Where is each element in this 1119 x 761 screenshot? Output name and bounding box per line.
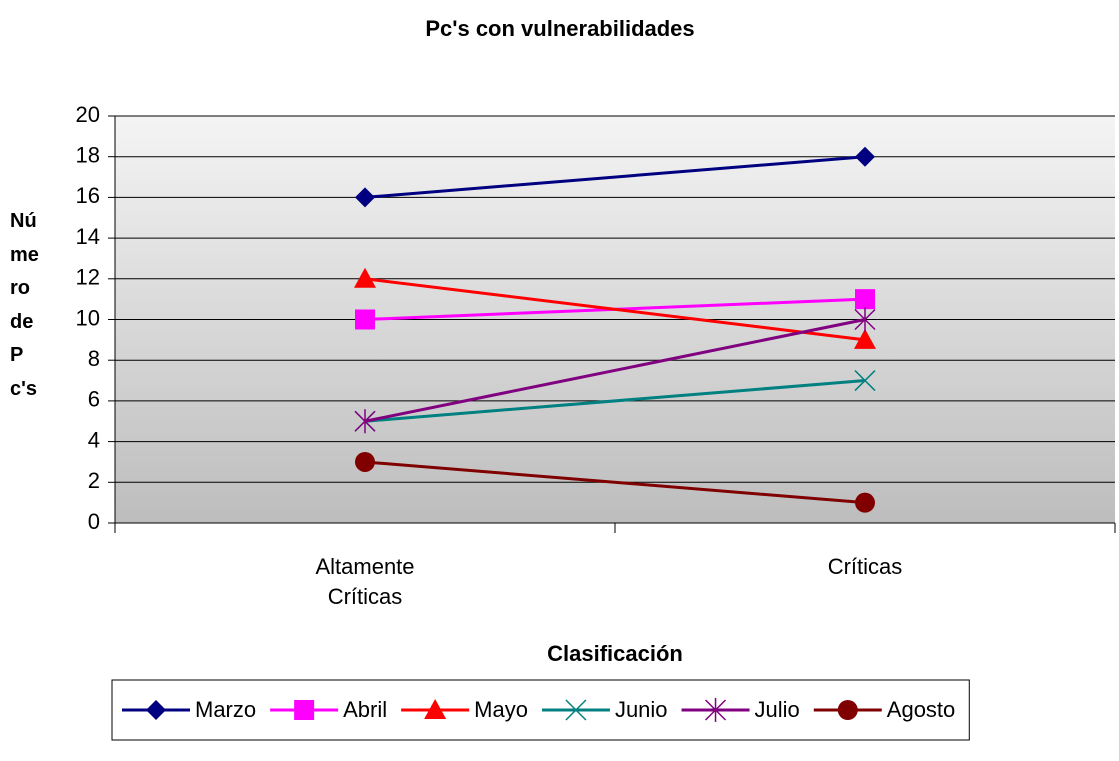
marker <box>705 698 727 722</box>
y-tick-label: 18 <box>76 143 100 168</box>
y-axis-title: Número de Pc's <box>10 210 39 400</box>
y-tick-label: 16 <box>76 183 100 208</box>
marker <box>854 307 876 332</box>
legend-label: Marzo <box>195 697 256 722</box>
legend-label: Agosto <box>887 697 956 722</box>
marker <box>355 451 375 472</box>
marker <box>855 289 875 310</box>
y-tick-label: 8 <box>88 346 100 371</box>
y-tick-label: 6 <box>88 387 100 412</box>
marker <box>354 267 376 288</box>
chart-title: Pc's con vulnerabilidades <box>425 16 694 41</box>
legend-label: Julio <box>755 697 800 722</box>
marker <box>355 309 375 330</box>
series-line <box>364 379 866 423</box>
series-line <box>364 155 866 199</box>
y-tick-label: 12 <box>76 265 100 290</box>
marker <box>565 699 587 721</box>
marker <box>855 146 875 167</box>
marker <box>354 409 376 434</box>
marker <box>855 492 875 513</box>
marker <box>146 700 166 720</box>
y-tick-label: 10 <box>76 305 100 330</box>
legend-label: Abril <box>343 697 387 722</box>
legend: Marzo Abril Mayo Junio Julio Agosto <box>111 679 970 741</box>
x-axis-title: Clasificación <box>547 641 683 666</box>
series-line <box>364 460 866 505</box>
legend-label: Junio <box>615 697 668 722</box>
y-tick-label: 20 <box>76 102 100 127</box>
y-tick-label: 0 <box>88 509 100 534</box>
y-tick-label: 4 <box>88 427 100 452</box>
marker <box>424 699 447 719</box>
marker <box>837 700 858 720</box>
series-line <box>364 318 866 423</box>
marker <box>854 370 876 392</box>
y-tick-label: 14 <box>76 224 100 249</box>
marker <box>854 328 876 349</box>
marker <box>355 187 375 208</box>
x-tick-label: Críticas <box>827 554 903 579</box>
series-line <box>364 277 866 342</box>
y-tick-label: 2 <box>88 468 100 493</box>
x-tick-label: Altamente Críticas <box>315 554 415 609</box>
legend-label: Mayo <box>474 697 528 722</box>
marker <box>294 700 315 720</box>
